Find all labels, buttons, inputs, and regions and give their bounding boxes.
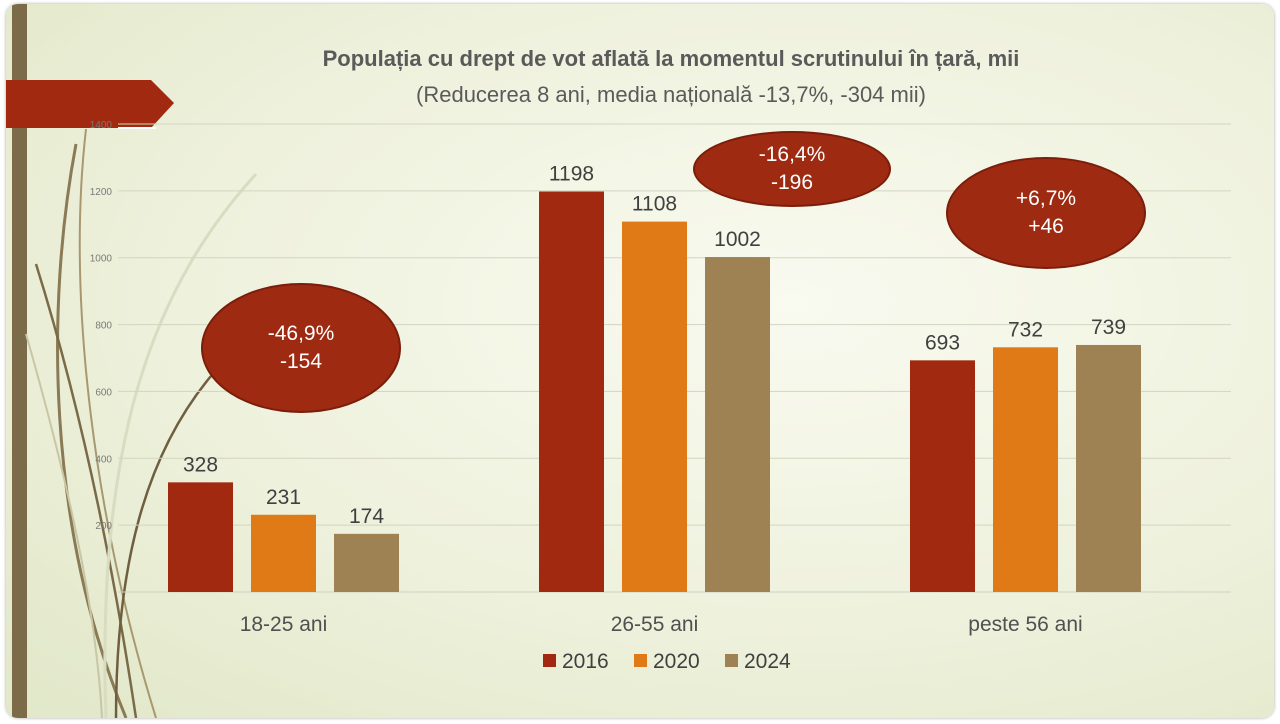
change-bubble-18-25: -46,9% -154: [201, 283, 401, 413]
y-tick-label: 1200: [90, 187, 113, 198]
y-tick-label: 200: [95, 521, 112, 532]
bar-2024: [334, 533, 399, 592]
data-label: 1108: [632, 193, 677, 216]
y-tick-label: 1000: [90, 254, 113, 265]
y-tick-label: 800: [95, 321, 112, 332]
decorative-swirls: [6, 80, 258, 718]
y-tick-label: 600: [95, 387, 112, 398]
y-tick-label: 400: [95, 454, 112, 465]
legend-swatch-2020: [634, 654, 647, 667]
change-percent: -46,9%: [267, 322, 335, 345]
data-label: 732: [1008, 318, 1043, 341]
bar-chart: 200 400 600 800 1000 1200 1400 328 231 174 18-25 a…: [90, 120, 1231, 673]
y-tick-label: 1400: [90, 120, 113, 131]
change-absolute: -196: [770, 171, 814, 194]
change-bubble-26-55: -16,4% -196: [693, 131, 891, 207]
change-percent: -16,4%: [758, 143, 826, 166]
bar-2020: [251, 514, 316, 592]
data-label: 328: [183, 453, 218, 476]
legend-swatch-2016: [543, 654, 556, 667]
data-label: 174: [349, 505, 384, 528]
category-label: 26-55 ani: [611, 613, 699, 636]
legend-label: 2016: [562, 650, 609, 673]
change-bubble-56-plus: +6,7% +46: [946, 157, 1146, 269]
change-percent: +6,7%: [1015, 187, 1077, 210]
bar-2024: [705, 257, 770, 592]
bar-2020: [993, 347, 1058, 592]
data-label: 693: [925, 331, 960, 354]
chart-subtitle: (Reducerea 8 ani, media națională -13,7%…: [416, 82, 926, 107]
category-label: peste 56 ani: [968, 613, 1082, 636]
legend-label: 2024: [744, 650, 791, 673]
legend-swatch-2024: [725, 654, 738, 667]
title-arrow-shape: [6, 80, 174, 128]
data-label: 1198: [549, 163, 594, 186]
slide: 200 400 600 800 1000 1200 1400 328 231 174 18-25 a…: [6, 4, 1274, 718]
change-absolute: -154: [279, 350, 323, 373]
legend-label: 2020: [653, 650, 700, 673]
left-accent-bar: [12, 4, 27, 718]
data-label: 1002: [714, 228, 761, 251]
change-absolute: +46: [1028, 215, 1064, 238]
bar-2016: [539, 191, 604, 593]
bar-2016: [168, 482, 233, 592]
chart-title: Populația cu drept de vot aflată la mome…: [322, 46, 1020, 71]
data-label: 739: [1091, 316, 1126, 339]
data-label: 231: [266, 486, 301, 509]
bar-2024: [1076, 344, 1141, 592]
bar-2020: [622, 221, 687, 592]
bar-2016: [910, 360, 975, 592]
category-label: 18-25 ani: [240, 613, 328, 636]
